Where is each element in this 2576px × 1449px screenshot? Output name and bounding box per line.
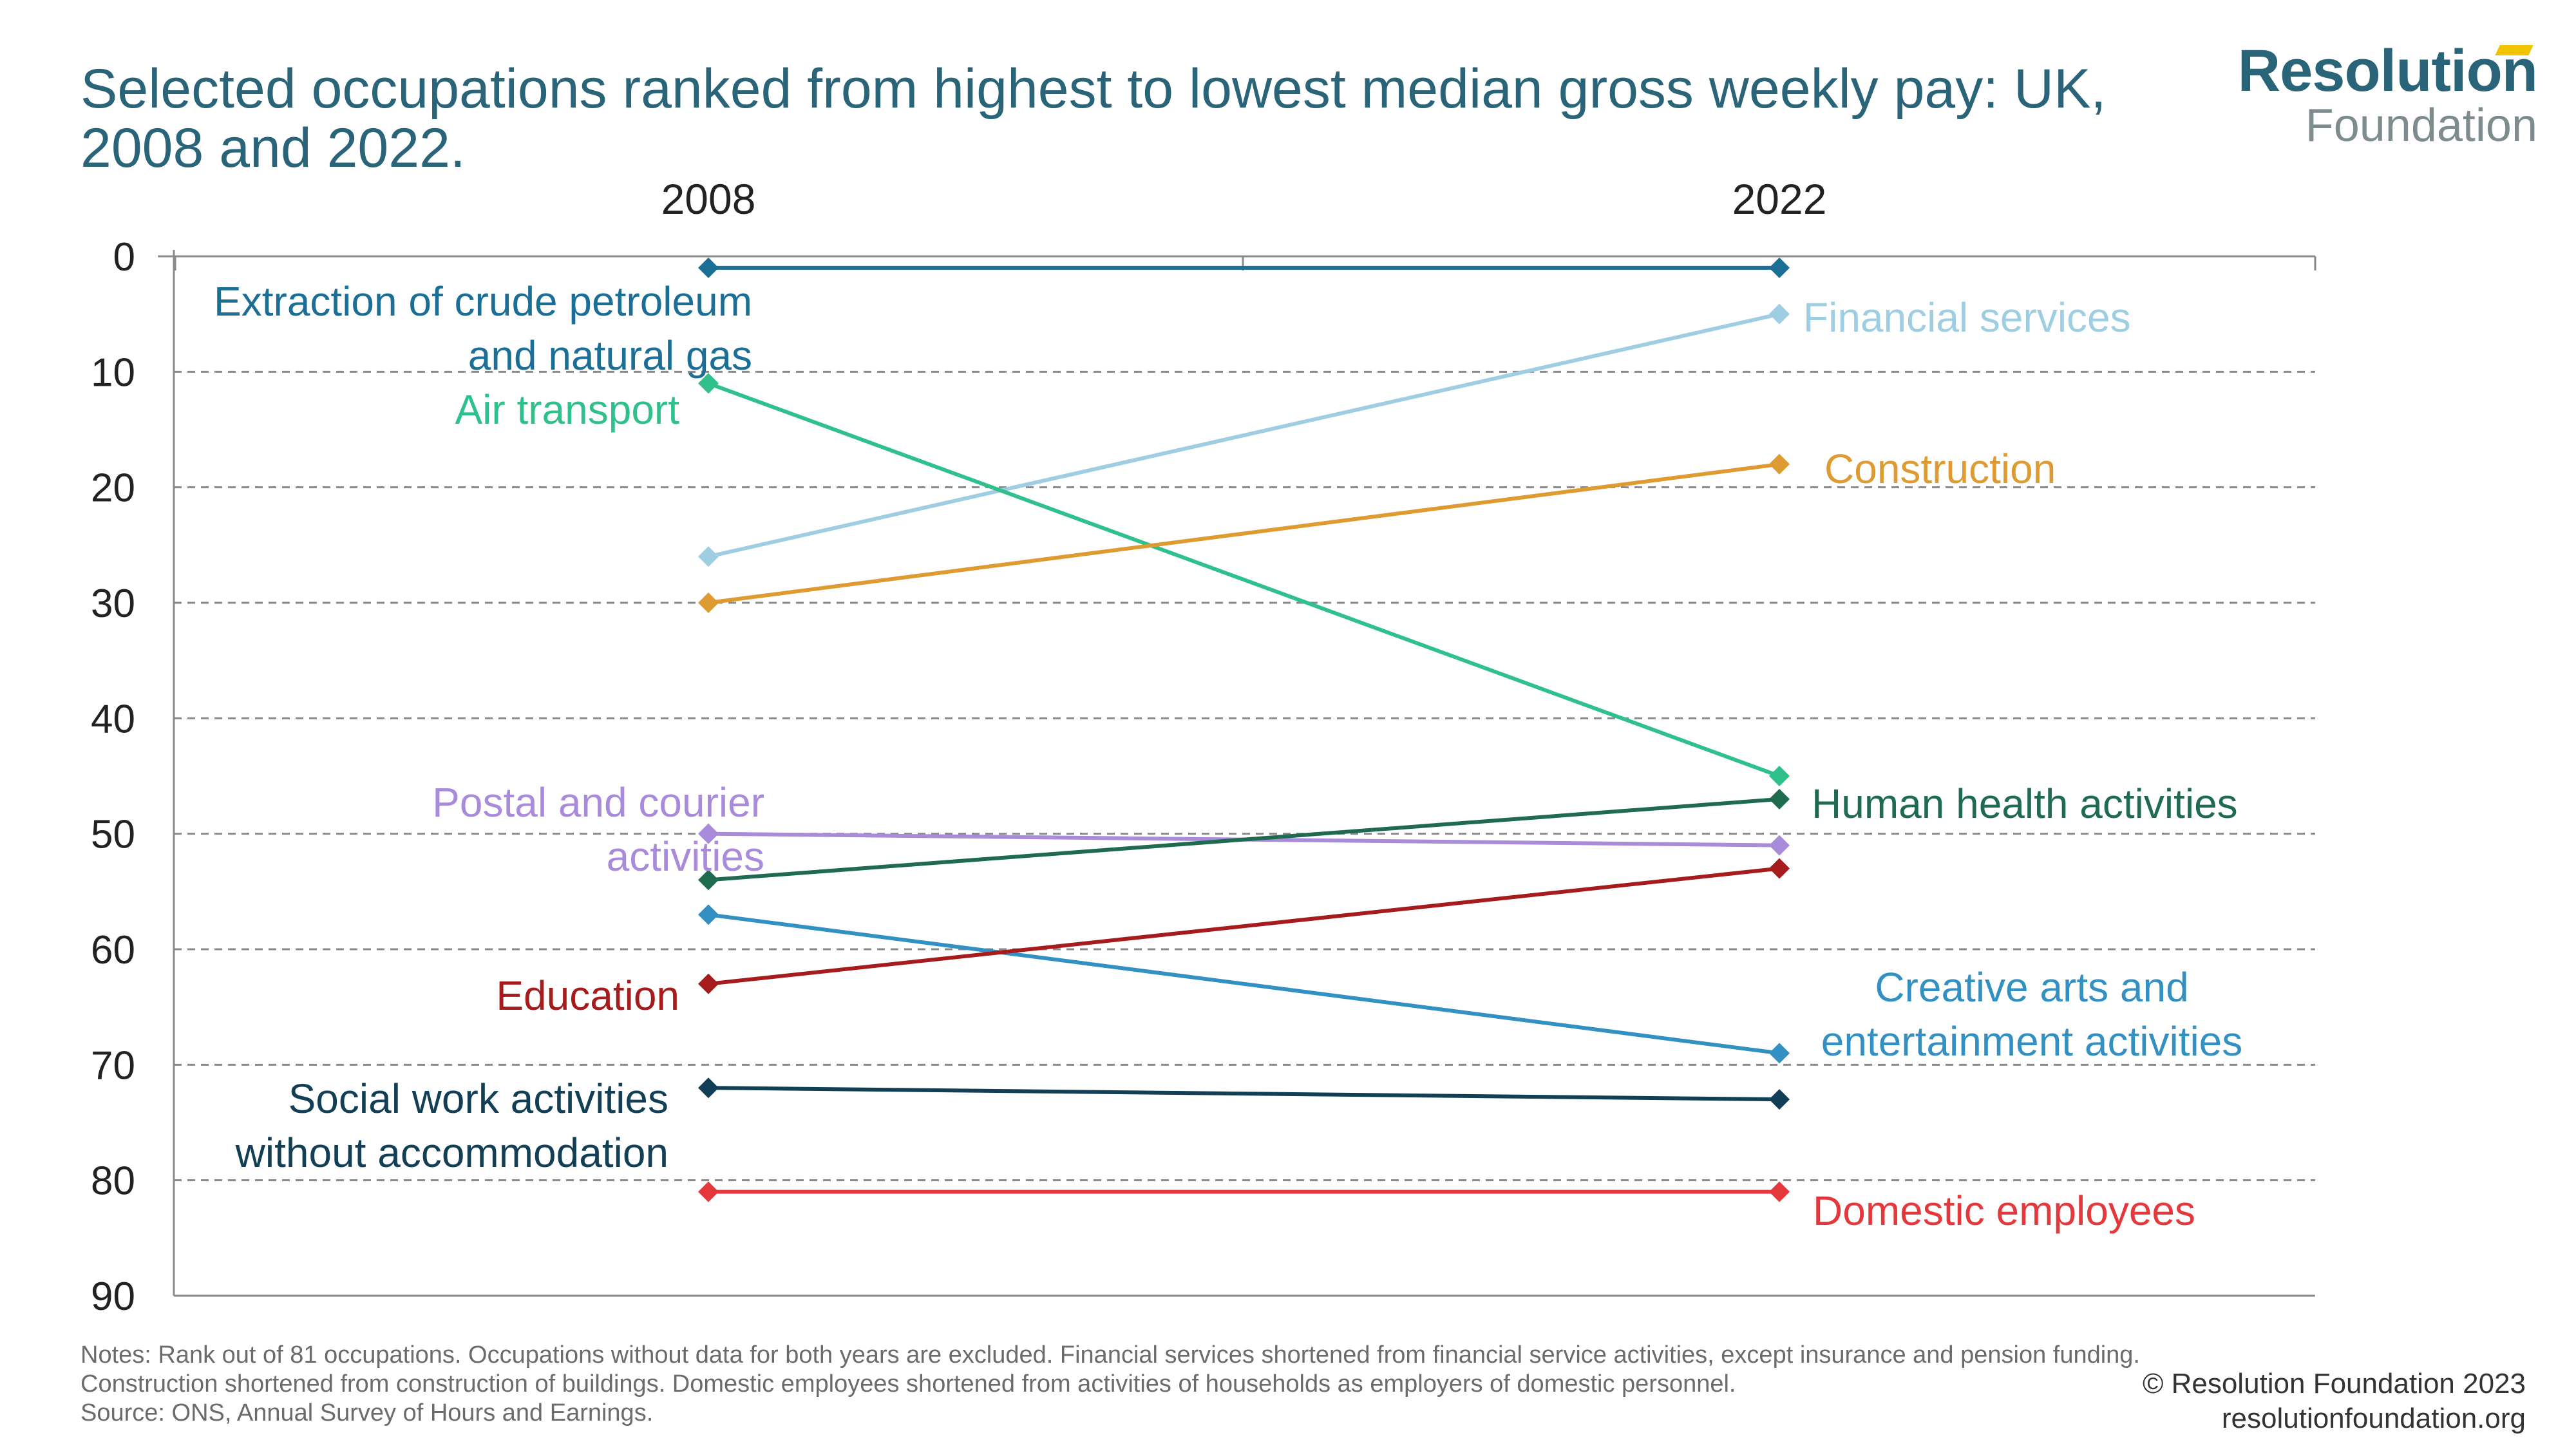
- point-postal-and-courier-activities-2008: [698, 823, 719, 844]
- series-line-social-work-activities-without-accommodation: [708, 1086, 1780, 1102]
- y-tick-label-20: 20: [91, 466, 135, 511]
- logo-line-2: Foundation: [2305, 100, 2537, 151]
- point-education-2022: [1769, 858, 1790, 879]
- series-label-line: Domestic employees: [1813, 1188, 2195, 1234]
- series-line-education: [708, 866, 1780, 986]
- series-label-postal-and-courier-activities: Postal and courier activities: [432, 779, 764, 880]
- resolution-foundation-logo: Resolution Foundation: [2237, 38, 2538, 151]
- point-air-transport-2008: [698, 373, 719, 394]
- y-tick-label-40: 40: [91, 697, 135, 741]
- point-social-work-activities-without-accommodation-2008: [698, 1077, 719, 1099]
- website-text: resolutionfoundation.org: [2221, 1403, 2526, 1434]
- series-label-extraction-of-crude-petroleum-and-natural-gas: Extraction of crude petroleum and natural…: [214, 278, 752, 379]
- y-tick-label-80: 80: [91, 1159, 135, 1204]
- series-line-financial-services: [708, 312, 1780, 559]
- x-category-label-2022: 2022: [1732, 175, 1827, 223]
- point-extraction-of-crude-petroleum-and-natural-gas-2022: [1769, 257, 1790, 278]
- point-postal-and-courier-activities-2022: [1769, 835, 1790, 856]
- series-label-financial-services: Financial services: [1803, 294, 2131, 341]
- point-social-work-activities-without-accommodation-2022: [1769, 1089, 1790, 1110]
- series-label-domestic-employees: Domestic employees: [1813, 1188, 2195, 1234]
- series-label-creative-arts-and-entertainment-activities: Creative arts and entertainment activitie…: [1821, 964, 2243, 1065]
- series-line-air-transport: [707, 381, 1781, 778]
- point-construction-2022: [1769, 453, 1790, 475]
- credit: © Resolution Foundation 2023 resolutionf…: [2143, 1367, 2526, 1436]
- slope-chart: 0 10 20 30 40 50 60 70 80 90 2008 2022 Extraction of…: [91, 175, 2316, 1319]
- series-label-social-work-activities-without-accommodation: Social work activities without accommodat…: [235, 1075, 668, 1176]
- series-label-line: entertainment activities: [1821, 1018, 2243, 1065]
- series-label-human-health-activities: Human health activities: [1812, 781, 2238, 827]
- point-domestic-employees-2022: [1769, 1181, 1790, 1202]
- series-label-line: Extraction of crude petroleum: [214, 278, 752, 325]
- y-tick-label-90: 90: [91, 1274, 135, 1319]
- chart-title: Selected occupations ranked from highest…: [80, 58, 2107, 179]
- series-label-air-transport: Air transport: [455, 386, 679, 433]
- series-label-line: Education: [496, 972, 679, 1019]
- series-label-line: and natural gas: [468, 332, 752, 379]
- logo-line-1: Resolution: [2237, 38, 2538, 104]
- y-tick-label-70: 70: [91, 1043, 135, 1088]
- series-label-construction: Construction: [1824, 446, 2056, 492]
- series-label-line: Social work activities: [289, 1075, 668, 1122]
- series-label-line: Postal and courier: [432, 779, 764, 826]
- series-line-construction: [708, 462, 1780, 605]
- series-label-line: Financial services: [1803, 294, 2131, 341]
- x-category-label-2008: 2008: [661, 175, 756, 223]
- series-label-line: Air transport: [455, 386, 679, 433]
- y-tick-label-50: 50: [91, 813, 135, 857]
- point-creative-arts-and-entertainment-activities-2008: [698, 904, 719, 925]
- y-tick-label-10: 10: [91, 350, 135, 395]
- notes-text: Notes: Rank out of 81 occupations. Occup…: [80, 1341, 2140, 1397]
- series-label-line: Creative arts and: [1875, 964, 2188, 1010]
- point-education-2008: [698, 973, 719, 994]
- point-human-health-activities-2008: [698, 869, 719, 891]
- series-label-line: Construction: [1824, 446, 2056, 492]
- source-text: Source: ONS, Annual Survey of Hours and …: [80, 1399, 654, 1426]
- point-extraction-of-crude-petroleum-and-natural-gas-2008: [698, 257, 719, 278]
- point-human-health-activities-2022: [1769, 788, 1790, 810]
- series-line-human-health-activities: [708, 797, 1780, 882]
- chart-notes: Notes: Rank out of 81 occupations. Occup…: [80, 1341, 2141, 1428]
- point-creative-arts-and-entertainment-activities-2022: [1769, 1043, 1790, 1064]
- y-tick-label-60: 60: [91, 928, 135, 972]
- series-label-line: Human health activities: [1812, 781, 2238, 827]
- point-air-transport-2022: [1769, 766, 1790, 786]
- series-label-education: Education: [496, 972, 679, 1019]
- y-tick-label-30: 30: [91, 582, 135, 626]
- series-line-creative-arts-and-entertainment-activities: [708, 913, 1780, 1056]
- point-construction-2008: [698, 592, 719, 613]
- y-tick-label-0: 0: [113, 235, 135, 279]
- point-financial-services-2008: [698, 546, 719, 567]
- point-financial-services-2022: [1769, 303, 1790, 325]
- point-domestic-employees-2008: [698, 1181, 719, 1202]
- copyright-text: © Resolution Foundation 2023: [2142, 1368, 2526, 1399]
- series-label-line: without accommodation: [235, 1130, 668, 1176]
- series-label-line: activities: [607, 833, 764, 880]
